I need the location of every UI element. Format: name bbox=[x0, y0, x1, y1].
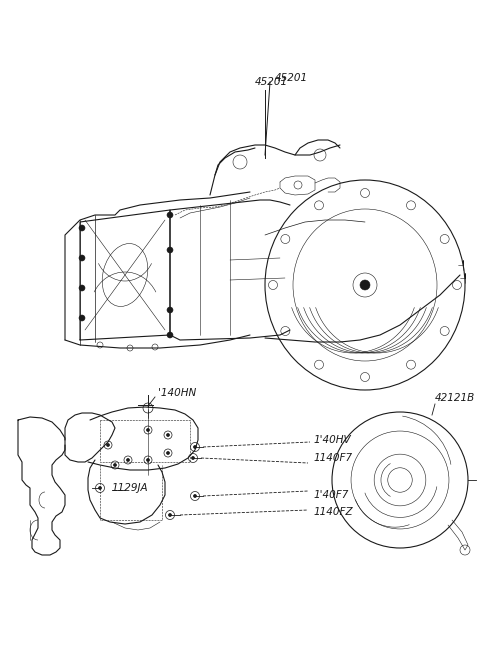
Circle shape bbox=[79, 225, 85, 231]
Text: '140HN: '140HN bbox=[158, 388, 196, 398]
Text: 42121B: 42121B bbox=[435, 393, 475, 403]
Text: 45201: 45201 bbox=[275, 73, 308, 83]
Circle shape bbox=[167, 247, 173, 253]
Circle shape bbox=[192, 457, 194, 459]
Text: 1140F7: 1140F7 bbox=[313, 453, 352, 463]
Circle shape bbox=[167, 332, 173, 338]
Circle shape bbox=[168, 514, 171, 516]
Circle shape bbox=[167, 434, 169, 436]
Text: 1'40F7: 1'40F7 bbox=[313, 490, 348, 500]
Text: 45201: 45201 bbox=[255, 77, 288, 87]
Text: 1140FZ: 1140FZ bbox=[313, 507, 353, 517]
Circle shape bbox=[79, 315, 85, 321]
Circle shape bbox=[79, 285, 85, 291]
Circle shape bbox=[193, 495, 196, 497]
Circle shape bbox=[167, 451, 169, 455]
Circle shape bbox=[360, 280, 370, 290]
Circle shape bbox=[167, 307, 173, 313]
Circle shape bbox=[146, 459, 149, 461]
Circle shape bbox=[79, 255, 85, 261]
Circle shape bbox=[167, 212, 173, 218]
Circle shape bbox=[193, 445, 196, 449]
Circle shape bbox=[98, 486, 101, 489]
Circle shape bbox=[107, 443, 109, 447]
Circle shape bbox=[113, 463, 117, 466]
Circle shape bbox=[146, 428, 149, 432]
Circle shape bbox=[127, 459, 130, 461]
Text: 1'40HV: 1'40HV bbox=[313, 435, 350, 445]
Text: 1129JA: 1129JA bbox=[112, 483, 149, 493]
